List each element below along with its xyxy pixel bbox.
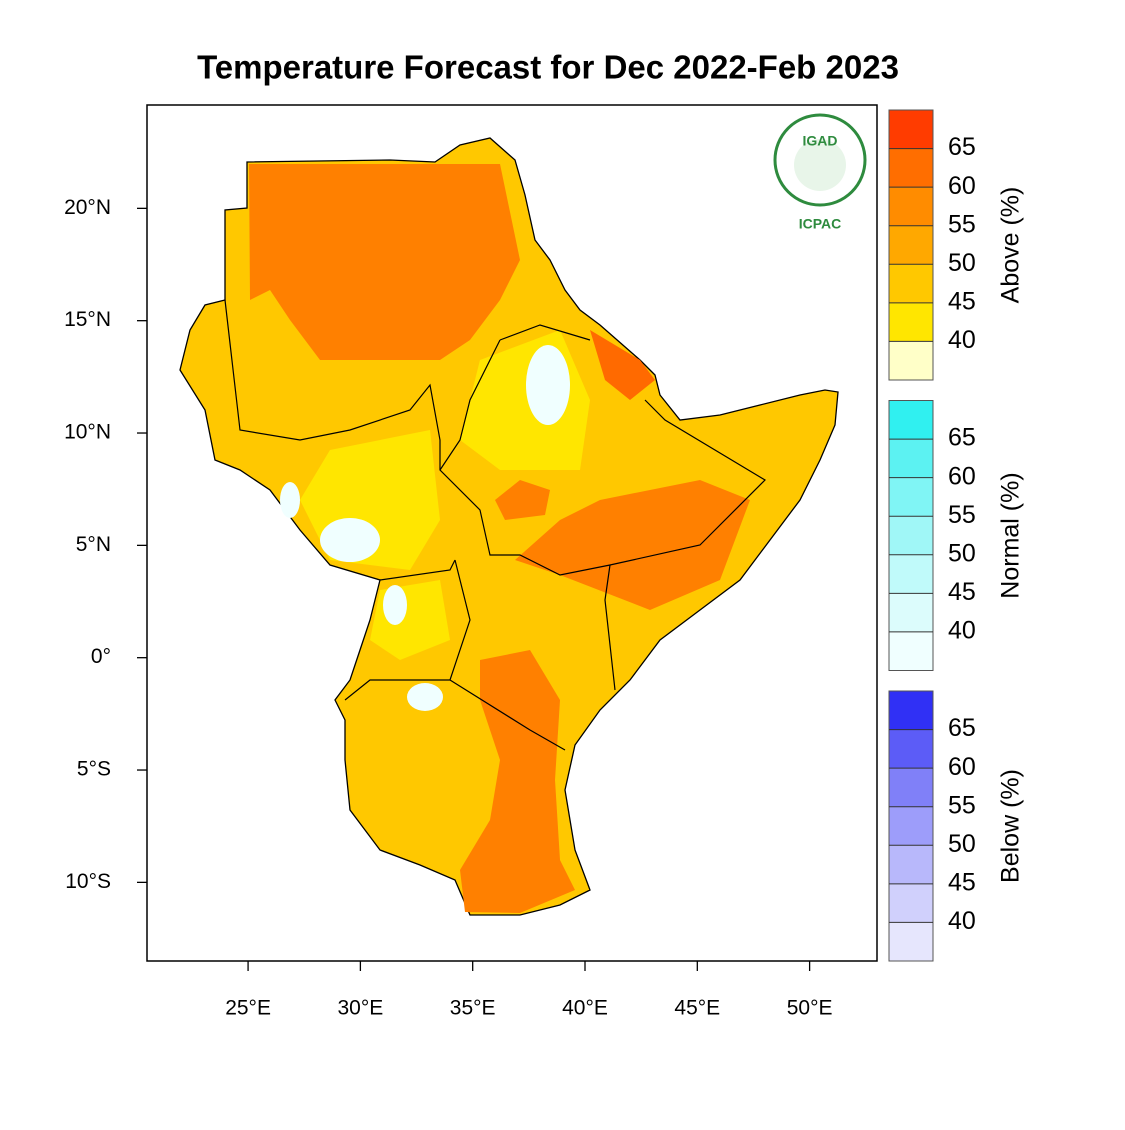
legend-frame <box>888 400 934 671</box>
legend-swatch <box>889 400 933 440</box>
region-white <box>280 482 300 518</box>
y-tick-label: 10°N <box>64 421 111 444</box>
legend-swatch <box>889 341 933 380</box>
legend-swatch <box>889 691 933 730</box>
border <box>439 324 591 471</box>
x-tick-label: 45°E <box>674 997 720 1020</box>
legend-tick-label: 40 <box>948 617 976 645</box>
y-tick-label: 20°N <box>64 196 111 219</box>
region-white <box>526 345 570 425</box>
legend-swatch <box>889 264 933 303</box>
region-white <box>320 518 380 562</box>
legend-swatch <box>889 302 933 342</box>
x-tick-label: 30°E <box>338 997 384 1020</box>
legend-tick-label: 45 <box>948 287 976 315</box>
legend-tick-label: 60 <box>948 753 976 781</box>
border <box>379 559 616 691</box>
legend-swatch <box>889 477 933 517</box>
region-east-high <box>515 480 750 610</box>
region-eritrea-high <box>590 330 655 400</box>
logo-top: IGAD <box>803 133 838 149</box>
legend-swatch <box>889 631 933 671</box>
region-ethiopia-high <box>495 480 550 520</box>
x-tick-label: 40°E <box>562 997 608 1020</box>
legend-tick-label: 40 <box>948 326 976 354</box>
map-title: Temperature Forecast for Dec 2022-Feb 20… <box>197 49 899 86</box>
legend-tick-label: 60 <box>948 462 976 490</box>
legend-swatch <box>889 225 933 265</box>
logo-emblem <box>794 139 846 191</box>
legend-tick-label: 55 <box>948 501 976 529</box>
region-field <box>179 137 839 916</box>
region-tanzania-high <box>460 650 575 913</box>
legend-tick-label: 45 <box>948 868 976 896</box>
border <box>224 299 766 576</box>
legend-swatch <box>889 729 933 769</box>
legend-title: Below (%) <box>997 769 1025 883</box>
legend-swatch <box>889 845 933 884</box>
legend-tick-label: 50 <box>948 249 976 277</box>
legend-tick-label: 60 <box>948 172 976 200</box>
legend-swatch <box>889 593 933 632</box>
country-borders <box>224 299 766 751</box>
region-sudan-high <box>249 164 520 360</box>
legend-swatch <box>889 516 933 555</box>
x-tick-label: 35°E <box>450 997 496 1020</box>
legend-swatch <box>889 768 933 807</box>
legend-swatch <box>889 110 933 149</box>
y-tick-label: 5°S <box>77 758 111 781</box>
legend-tick-label: 40 <box>948 907 976 935</box>
legend-swatch <box>889 922 933 961</box>
x-tick-label: 25°E <box>225 997 271 1020</box>
legend-tick-label: 55 <box>948 210 976 238</box>
logo-bottom: ICPAC <box>799 216 842 232</box>
legend-tick-label: 45 <box>948 578 976 606</box>
y-tick-label: 10°S <box>65 870 111 893</box>
y-tick-label: 0° <box>91 645 111 668</box>
y-tick-label: 15°N <box>64 308 111 331</box>
legend-tick-label: 65 <box>948 424 976 452</box>
legend-swatch <box>889 883 933 923</box>
legend-tick-label: 50 <box>948 539 976 567</box>
x-tick-label: 50°E <box>787 997 833 1020</box>
y-tick-label: 5°N <box>76 533 111 556</box>
legend-swatch <box>889 187 933 226</box>
legend-swatch <box>889 148 933 188</box>
legend-frame <box>888 690 934 962</box>
legend-title: Above (%) <box>997 187 1025 304</box>
region-white <box>407 683 443 711</box>
legend-tick-label: 65 <box>948 714 976 742</box>
border <box>344 559 566 751</box>
legend-tick-label: 55 <box>948 791 976 819</box>
legend-tick-label: 50 <box>948 830 976 858</box>
logo: IGAD ICPAC <box>773 113 867 232</box>
legend-title: Normal (%) <box>997 472 1025 598</box>
region-white <box>383 585 407 625</box>
legend-frame <box>888 109 934 381</box>
legend-swatch <box>889 554 933 594</box>
legend-tick-label: 65 <box>948 133 976 161</box>
legend-swatch <box>889 439 933 478</box>
legend-swatch <box>889 806 933 846</box>
